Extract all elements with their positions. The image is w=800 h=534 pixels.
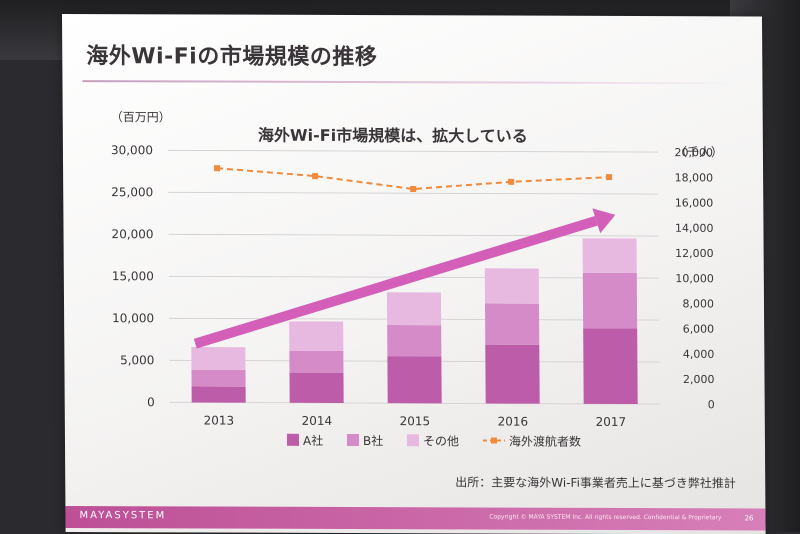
x-axis-tick: 2013 bbox=[204, 414, 235, 428]
line-point bbox=[606, 174, 612, 180]
right-axis-tick: 0 bbox=[708, 398, 715, 411]
right-axis-tick: 4,000 bbox=[683, 348, 715, 361]
x-axis-tick: 2014 bbox=[302, 414, 333, 428]
x-axis-tick: 2015 bbox=[400, 414, 431, 428]
page-number: 26 bbox=[745, 514, 754, 522]
line-point bbox=[410, 186, 416, 192]
market-size-chart: 海外Wi-Fi市場規模は、拡大している （百万円） （千人） 05,00010,… bbox=[62, 14, 765, 506]
bar-segment bbox=[191, 347, 245, 370]
left-axis-tick: 25,000 bbox=[111, 185, 153, 199]
line-point bbox=[508, 179, 514, 185]
line-point bbox=[214, 165, 220, 171]
legend-line-marker bbox=[491, 438, 497, 444]
bar-segment bbox=[583, 273, 637, 329]
left-axis-tick: 5,000 bbox=[120, 353, 154, 367]
right-axis-tick: 14,000 bbox=[675, 222, 714, 235]
right-axis-tick: 10,000 bbox=[675, 272, 714, 285]
gridline bbox=[168, 150, 658, 152]
bar-segment bbox=[192, 387, 246, 403]
bar-segment bbox=[289, 373, 343, 403]
legend-swatch bbox=[347, 434, 359, 446]
presentation-slide: 海外Wi-Fiの市場規模の推移 海外Wi-Fi市場規模は、拡大している （百万円… bbox=[62, 14, 766, 534]
gridline bbox=[169, 234, 659, 236]
left-axis-tick: 15,000 bbox=[112, 269, 154, 283]
bar-segment bbox=[289, 321, 343, 351]
legend-swatch bbox=[287, 434, 299, 446]
chart-title: 海外Wi-Fi市場規模は、拡大している bbox=[258, 126, 528, 146]
footer-bar: MAYASYSTEM Copyright © MAYA SYSTEM Inc. … bbox=[65, 506, 765, 530]
left-axis-tick: 0 bbox=[147, 395, 155, 409]
bar-segment bbox=[387, 325, 441, 356]
gridline bbox=[168, 192, 658, 194]
left-axis-unit: （百万円） bbox=[111, 110, 171, 124]
legend-label: 海外渡航者数 bbox=[509, 434, 581, 449]
bar-segment bbox=[289, 351, 343, 373]
x-axis-tick: 2016 bbox=[498, 415, 529, 429]
right-axis-tick: 8,000 bbox=[682, 297, 714, 310]
x-axis-tick: 2017 bbox=[595, 415, 626, 429]
left-axis-tick: 10,000 bbox=[112, 311, 154, 325]
legend-swatch bbox=[407, 434, 419, 446]
company-logo: MAYASYSTEM bbox=[79, 510, 166, 521]
bar-segment bbox=[583, 238, 637, 273]
legend-label: A社 bbox=[303, 433, 323, 448]
bar-segment bbox=[387, 356, 441, 403]
bar-segment bbox=[583, 328, 638, 404]
line-point bbox=[312, 173, 318, 179]
right-axis-tick: 6,000 bbox=[683, 323, 715, 336]
right-axis-tick: 12,000 bbox=[675, 247, 714, 260]
right-axis-tick: 20,000 bbox=[674, 146, 713, 159]
left-axis-tick: 20,000 bbox=[111, 227, 153, 241]
bar-segment bbox=[387, 292, 441, 325]
bar-segment bbox=[191, 370, 245, 387]
bar-segment bbox=[485, 304, 539, 345]
bar-segment bbox=[485, 345, 539, 404]
left-axis-tick: 30,000 bbox=[111, 143, 153, 157]
copyright-notice: Copyright © MAYA SYSTEM Inc. All rights … bbox=[489, 514, 721, 522]
bar-segment bbox=[485, 268, 539, 303]
legend-label: その他 bbox=[423, 434, 459, 448]
source-note: 出所：主要な海外Wi-Fi事業者売上に基づき弊社推計 bbox=[455, 473, 736, 491]
right-axis-tick: 16,000 bbox=[675, 197, 714, 210]
right-axis-tick: 2,000 bbox=[683, 373, 715, 386]
legend-label: B社 bbox=[363, 433, 383, 448]
right-axis-tick: 18,000 bbox=[675, 171, 714, 184]
